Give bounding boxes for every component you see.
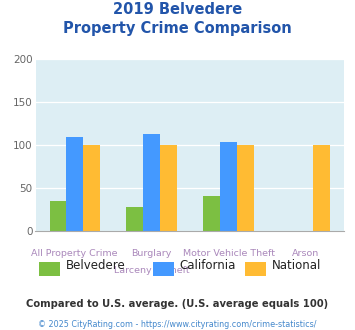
Text: Compared to U.S. average. (U.S. average equals 100): Compared to U.S. average. (U.S. average … [26,299,329,309]
Bar [313,145,330,231]
Bar [296,91,313,231]
Bar [220,142,237,231]
Bar [50,201,66,231]
Bar [126,207,143,231]
Text: 2019 Belvedere: 2019 Belvedere [113,2,242,16]
Bar [160,145,177,231]
Bar [66,137,83,231]
Text: Larceny & Theft: Larceny & Theft [114,266,189,275]
Text: Property Crime Comparison: Property Crime Comparison [63,21,292,36]
Text: © 2025 CityRating.com - https://www.cityrating.com/crime-statistics/: © 2025 CityRating.com - https://www.city… [38,320,317,329]
Text: Motor Vehicle Theft: Motor Vehicle Theft [182,249,274,258]
Bar [237,145,253,231]
Bar [83,145,100,231]
Text: Arson: Arson [292,249,320,258]
Text: California: California [179,259,236,272]
Bar [203,196,220,231]
Text: National: National [272,259,321,272]
Text: All Property Crime: All Property Crime [31,249,118,258]
Text: Burglary: Burglary [131,249,171,258]
Text: Belvedere: Belvedere [66,259,125,272]
Bar [143,134,160,231]
